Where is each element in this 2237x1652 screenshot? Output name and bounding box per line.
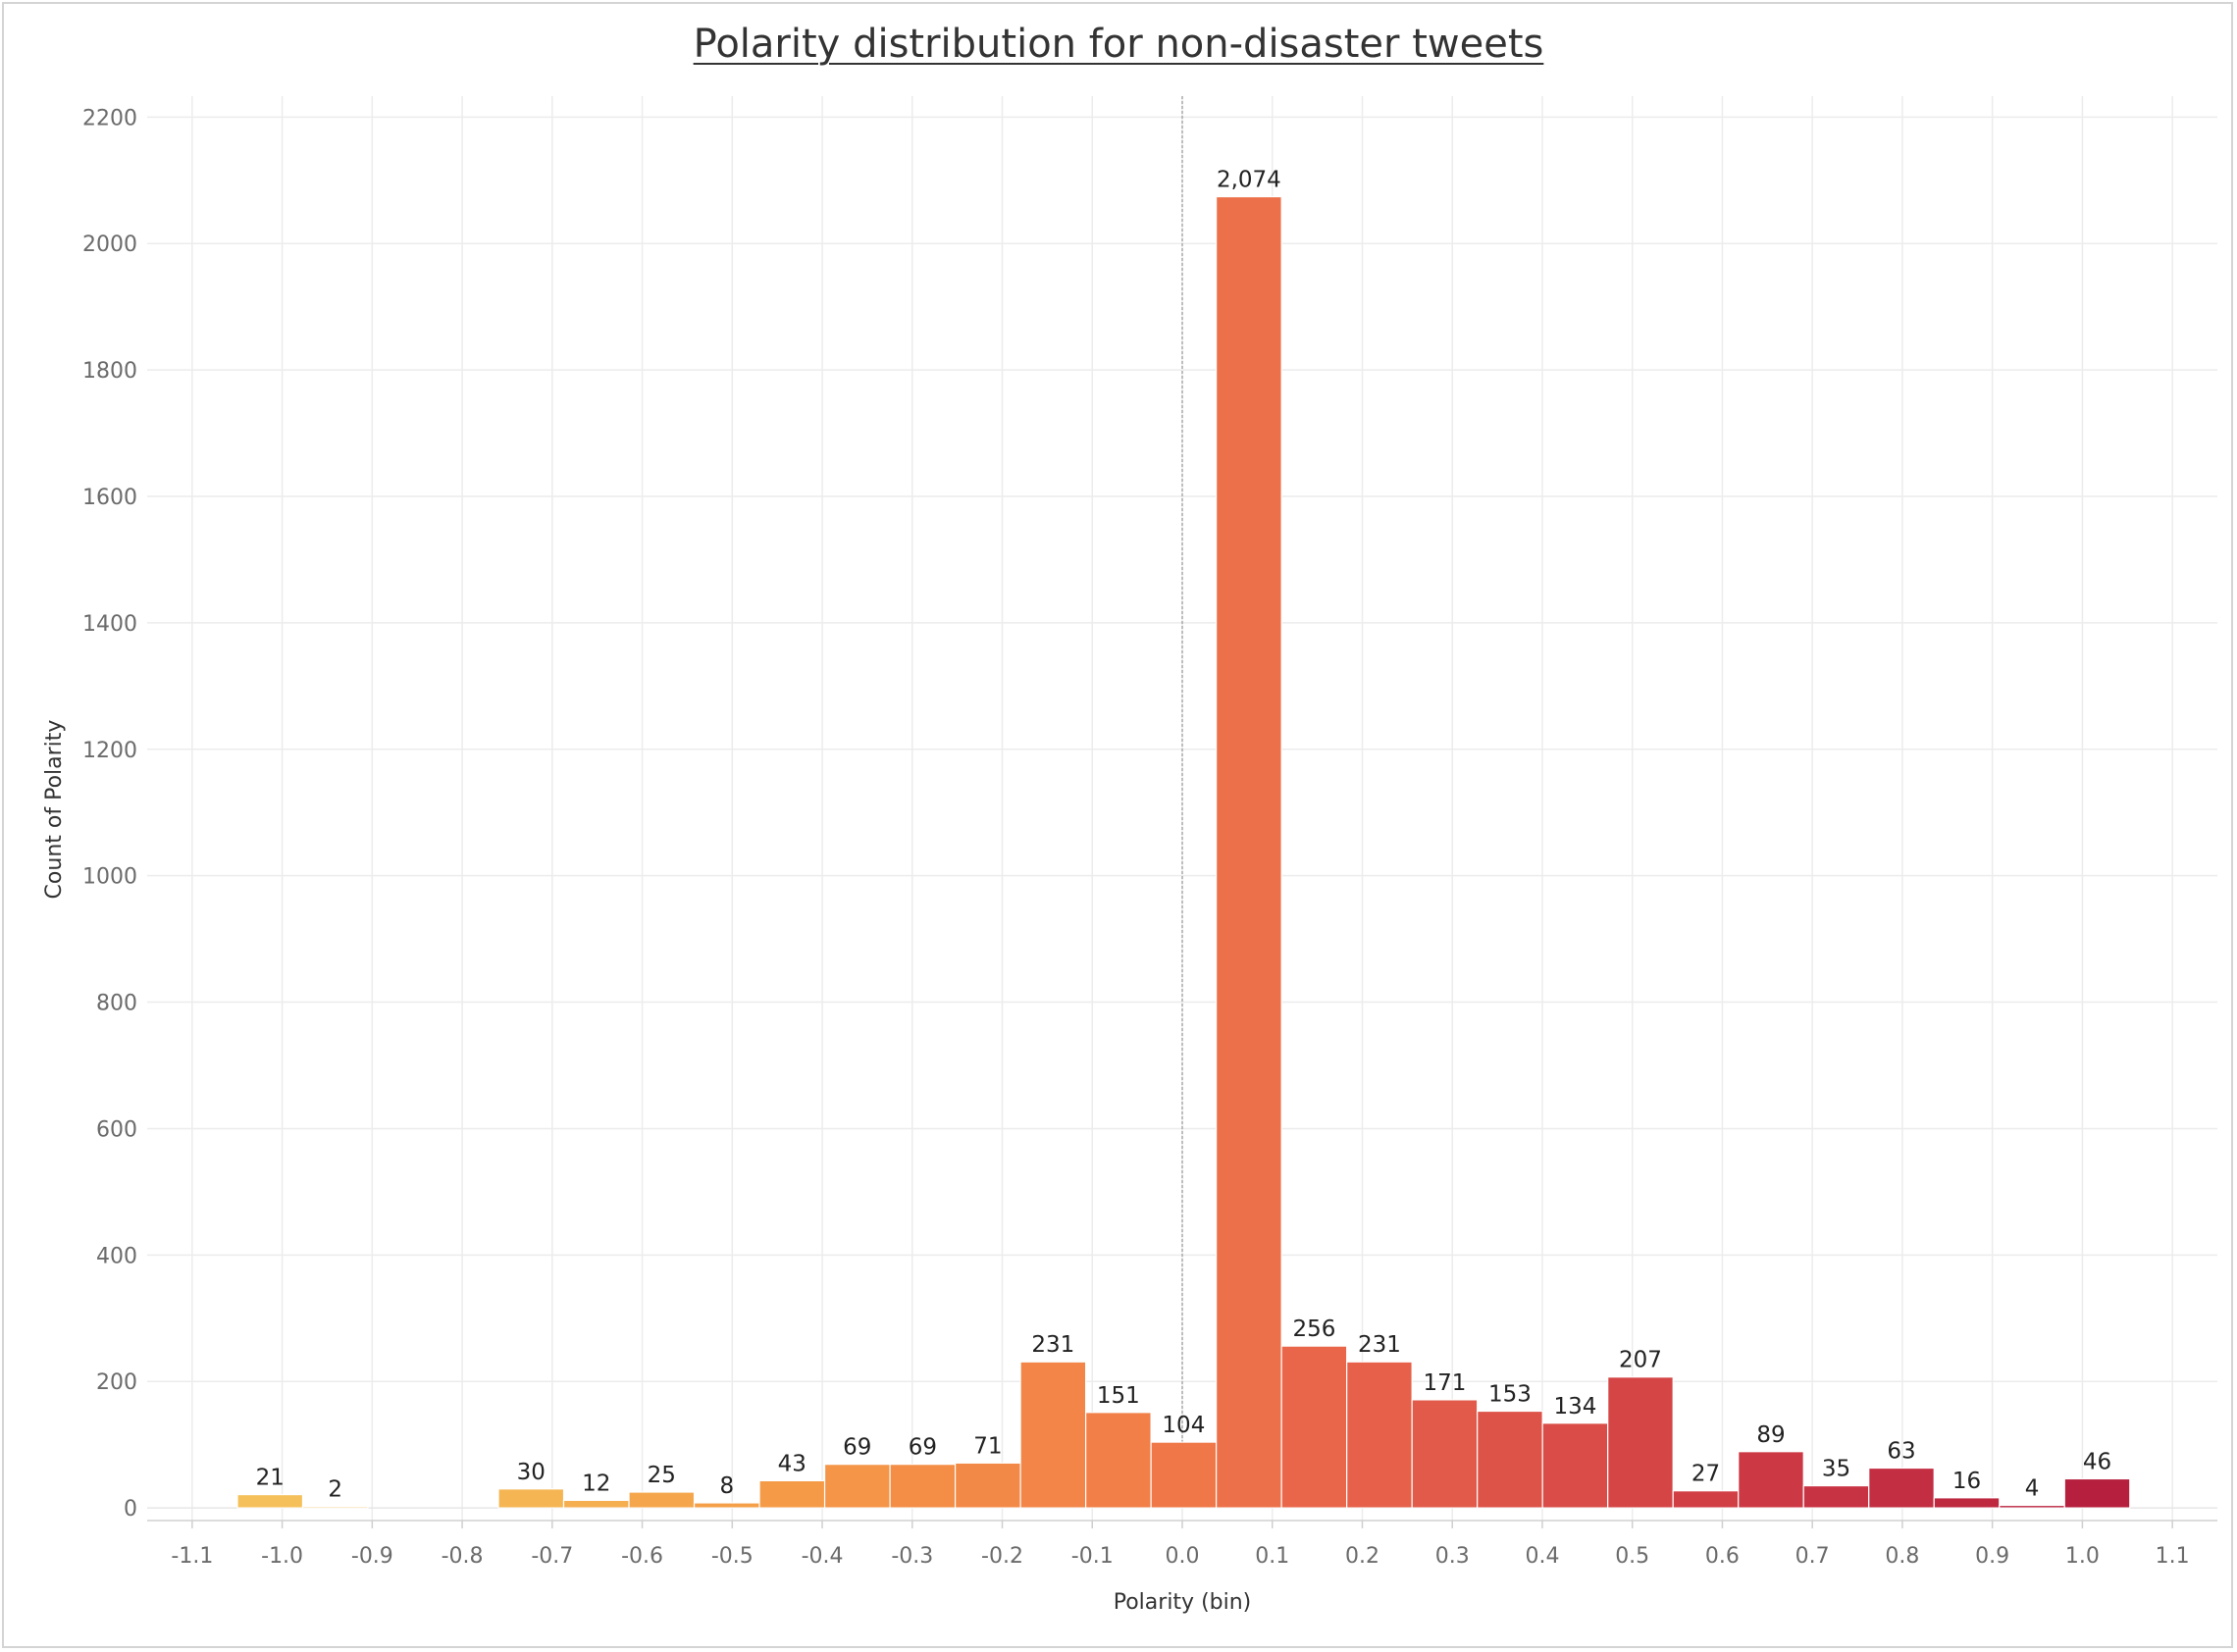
bar-value-label: 231 (1031, 1332, 1074, 1358)
histogram-bar (1150, 1441, 1218, 1509)
data-labels: 21 2 30 12 25 8 43 69 69 71 231 151 104 2,074 256 231 17… (256, 168, 2112, 1503)
y-tick-label: 200 (96, 1370, 137, 1395)
bars (236, 195, 2131, 1509)
bar-value-label: 21 (256, 1466, 285, 1491)
y-axis-title: Count of Polarity (42, 720, 67, 900)
histogram-bar (628, 1491, 696, 1509)
bar-value-label: 171 (1423, 1370, 1466, 1396)
x-tick-label: -0.7 (531, 1544, 573, 1569)
chart-title: Polarity distribution for non-disaster t… (693, 22, 1544, 67)
y-tick-label: 2200 (82, 106, 137, 130)
x-tick-label: 0.6 (1705, 1544, 1740, 1569)
histogram-bar (1477, 1410, 1543, 1509)
histogram-bar (1672, 1490, 1740, 1509)
y-tick-label: 0 (124, 1497, 137, 1522)
x-tick-label: -0.8 (442, 1544, 484, 1569)
bar-value-label: 69 (843, 1435, 871, 1461)
histogram-bar (1868, 1467, 1935, 1509)
y-tick-label: 1400 (82, 612, 137, 637)
bar-value-label: 153 (1488, 1382, 1532, 1408)
bar-value-label: 2,074 (1217, 168, 1281, 193)
y-tick-label: 1600 (82, 486, 137, 510)
x-tick-label: 0.5 (1615, 1544, 1649, 1569)
x-tick-label: 0.9 (1975, 1544, 2009, 1569)
y-tick-label: 1800 (82, 359, 137, 384)
x-tick-label: 0.3 (1435, 1544, 1470, 1569)
x-axis-ticks: -1.1 -1.0 -0.9 -0.8 -0.7 -0.6 -0.5 -0.4 -0.3 -0.2… (147, 1520, 2217, 1569)
bar-value-label: 89 (1756, 1422, 1785, 1448)
bar-value-label: 46 (2083, 1449, 2111, 1474)
bar-value-label: 69 (909, 1435, 937, 1461)
bar-value-label: 207 (1619, 1348, 1662, 1373)
bar-value-label: 27 (1691, 1462, 1720, 1487)
bar-value-label: 63 (1887, 1439, 1915, 1465)
y-tick-label: 800 (96, 992, 137, 1016)
histogram-bar (1346, 1361, 1413, 1509)
x-tick-label: 0.4 (1525, 1544, 1559, 1569)
y-axis-ticks: 0 200 400 600 800 1000 1200 1400 1600 1800 2000 220… (82, 106, 137, 1522)
histogram-bar (1933, 1497, 2001, 1509)
bar-value-label: 43 (778, 1451, 806, 1476)
histogram-bar (236, 1493, 304, 1509)
bar-value-label: 231 (1358, 1332, 1401, 1358)
bar-value-label: 35 (1822, 1457, 1850, 1482)
x-tick-label: 0.8 (1885, 1544, 1919, 1569)
histogram-bar (1280, 1345, 1348, 1509)
histogram-bar (562, 1499, 630, 1509)
histogram-bar (1019, 1361, 1087, 1509)
x-tick-label: -0.1 (1071, 1544, 1114, 1569)
bar-value-label: 2 (328, 1477, 342, 1503)
histogram-bar (497, 1488, 565, 1509)
x-tick-label: -1.0 (261, 1544, 303, 1569)
x-tick-label: -0.9 (351, 1544, 393, 1569)
histogram-bar (889, 1464, 957, 1509)
histogram-bar (1085, 1412, 1152, 1509)
x-tick-label: -1.1 (171, 1544, 213, 1569)
bar-value-label: 12 (582, 1471, 610, 1496)
histogram-bar (758, 1479, 826, 1509)
bar-value-label: 104 (1162, 1413, 1205, 1438)
x-tick-label: -0.2 (981, 1544, 1023, 1569)
bar-value-label: 8 (719, 1473, 734, 1499)
histogram-bar (1541, 1422, 1609, 1509)
histogram-bar (693, 1502, 760, 1509)
x-tick-label: 1.0 (2065, 1544, 2100, 1569)
histogram-bar (1411, 1399, 1479, 1509)
bar-value-label: 151 (1097, 1383, 1140, 1409)
bar-value-label: 16 (1952, 1469, 1981, 1494)
x-axis-title: Polarity (bin) (1114, 1590, 1252, 1615)
histogram-bar (1216, 195, 1282, 1509)
histogram-bar (823, 1464, 891, 1509)
x-tick-label: 0.7 (1795, 1544, 1830, 1569)
y-tick-label: 1000 (82, 865, 137, 890)
x-tick-label: -0.5 (711, 1544, 754, 1569)
bar-value-label: 71 (973, 1433, 1002, 1459)
x-tick-label: 0.2 (1345, 1544, 1379, 1569)
x-tick-label: 1.1 (2156, 1544, 2190, 1569)
histogram-bar (1999, 1504, 2065, 1509)
y-tick-label: 400 (96, 1244, 137, 1268)
histogram-bar (301, 1506, 369, 1509)
x-tick-label: 0.1 (1255, 1544, 1289, 1569)
y-tick-label: 600 (96, 1117, 137, 1142)
y-tick-label: 2000 (82, 232, 137, 257)
x-tick-label: -0.6 (621, 1544, 663, 1569)
bar-value-label: 4 (2025, 1476, 2040, 1502)
y-tick-label: 1200 (82, 739, 137, 763)
histogram-bar (1738, 1451, 1804, 1509)
histogram-bar (2063, 1477, 2131, 1509)
bar-value-label: 25 (648, 1463, 676, 1488)
histogram-bar (954, 1462, 1021, 1509)
x-tick-label: -0.4 (802, 1544, 844, 1569)
histogram-bar (1802, 1484, 1870, 1509)
grid-lines (147, 96, 2217, 1521)
x-tick-label: -0.3 (891, 1544, 933, 1569)
bar-value-label: 30 (517, 1460, 546, 1485)
histogram-bar (1607, 1376, 1674, 1509)
bar-value-label: 134 (1553, 1394, 1596, 1420)
bar-value-label: 256 (1292, 1316, 1335, 1342)
x-tick-label: 0.0 (1166, 1544, 1200, 1569)
